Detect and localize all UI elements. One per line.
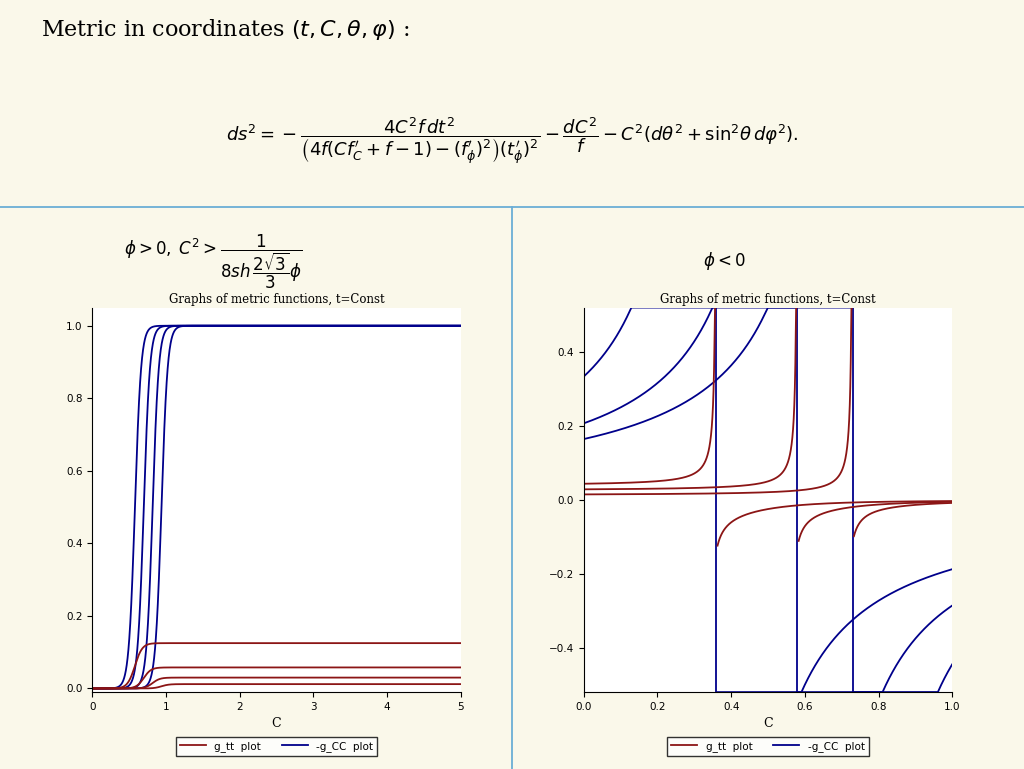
Text: $ds^2 = -\dfrac{4C^2 f\,dt^2}{\left(4f(Cf_C^{\prime}+f-1)-(f_{\phi}^{\prime})^2\: $ds^2 = -\dfrac{4C^2 f\,dt^2}{\left(4f(C… [225,115,799,167]
Legend: g_tt  plot, -g_CC  plot: g_tt plot, -g_CC plot [668,737,868,756]
X-axis label: C: C [271,717,282,731]
Text: Metric in coordinates $(t, C, \theta, \varphi)$ :: Metric in coordinates $(t, C, \theta, \v… [41,17,410,42]
Text: $\phi < 0$: $\phi < 0$ [702,251,745,272]
Text: $\phi > 0, \; C^2 > \dfrac{1}{8sh\,\dfrac{2\sqrt{3}}{3}\phi}$: $\phi > 0, \; C^2 > \dfrac{1}{8sh\,\dfra… [124,232,303,291]
Legend: g_tt  plot, -g_CC  plot: g_tt plot, -g_CC plot [176,737,377,756]
Title: Graphs of metric functions, t=Const: Graphs of metric functions, t=Const [169,294,384,306]
X-axis label: C: C [763,717,773,731]
Title: Graphs of metric functions, t=Const: Graphs of metric functions, t=Const [660,294,876,306]
